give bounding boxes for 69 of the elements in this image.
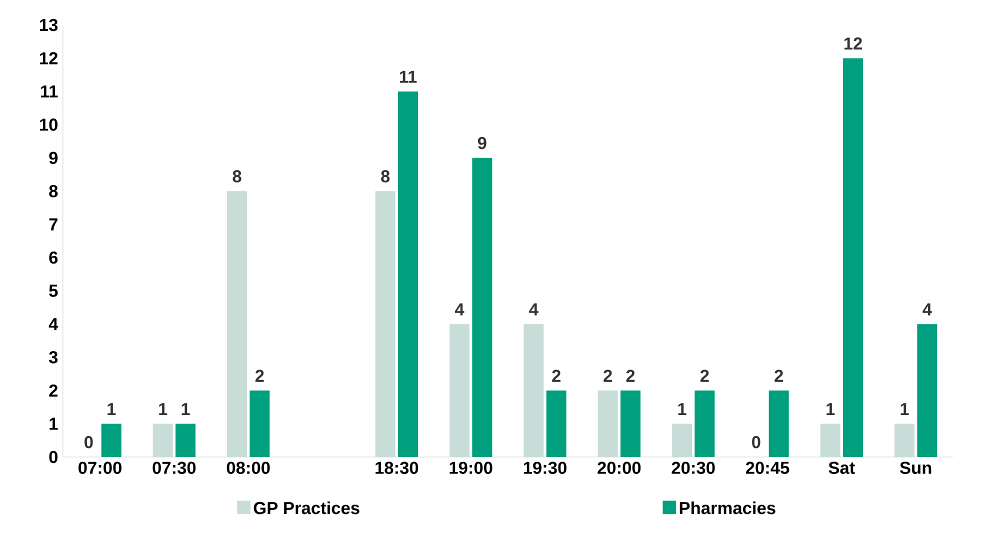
bar	[620, 390, 640, 457]
bar	[917, 324, 938, 457]
data-label: 4	[922, 303, 932, 316]
bar	[820, 424, 840, 457]
legend-label: GP Practices	[254, 501, 360, 514]
data-label: 8	[381, 170, 390, 182]
bar	[398, 91, 418, 457]
data-label: 4	[529, 303, 538, 316]
bar	[227, 191, 248, 457]
data-label: 2	[700, 370, 709, 382]
bar	[375, 191, 396, 457]
y-tick-label: 11	[40, 86, 58, 98]
y-tick-label: 1	[50, 418, 58, 430]
bar	[894, 424, 914, 457]
bar	[472, 158, 492, 457]
x-tick-label: 07:30	[152, 462, 196, 474]
y-tick-label: 5	[49, 284, 58, 297]
y-tick-label: 4	[48, 318, 58, 330]
x-tick-label: 20:00	[598, 462, 641, 474]
data-label: 2	[774, 370, 783, 382]
data-label: 4	[454, 303, 464, 316]
data-label: 0	[752, 436, 760, 448]
data-label: 1	[826, 403, 835, 416]
x-tick-label: 18:30	[376, 462, 418, 474]
data-label: 1	[900, 403, 909, 416]
bar	[768, 390, 789, 457]
bar	[672, 424, 692, 457]
y-tick-label: 7	[49, 218, 58, 230]
bar	[694, 390, 715, 457]
x-tick-label: 19:00	[450, 462, 492, 474]
x-tick-label: 20:45	[746, 462, 790, 474]
bar	[176, 424, 196, 457]
x-tick-label: 20:30	[672, 462, 715, 474]
y-tick-label: 13	[40, 18, 58, 32]
x-tick-label: Sat	[828, 462, 855, 474]
data-label: 2	[626, 370, 635, 382]
data-label: 2	[552, 370, 560, 382]
bar	[152, 424, 173, 457]
y-tick-label: 8	[49, 185, 58, 198]
data-label: 11	[400, 70, 417, 83]
data-label: 1	[678, 403, 686, 416]
y-tick-label: 12	[40, 52, 58, 64]
data-label: 12	[844, 37, 862, 50]
data-label: 1	[182, 403, 190, 416]
bar	[450, 324, 470, 457]
data-label: 1	[108, 403, 116, 416]
data-label: 0	[84, 436, 93, 448]
y-tick-label: 3	[48, 351, 58, 364]
x-tick-label: 19:30	[524, 462, 566, 474]
bar	[546, 390, 566, 457]
bar	[598, 390, 618, 457]
y-tick-label: 6	[49, 251, 58, 264]
data-label: 2	[255, 370, 264, 382]
x-tick-label: Sun	[900, 462, 932, 474]
x-tick-label: 08:00	[226, 462, 270, 474]
y-tick-label: 9	[49, 152, 58, 164]
bar	[842, 58, 863, 457]
data-label: 1	[159, 403, 168, 416]
data-label: 8	[232, 170, 242, 182]
y-tick-label: 0	[49, 450, 58, 464]
bar	[524, 324, 544, 457]
bar	[250, 390, 270, 457]
y-tick-label: 10	[40, 118, 58, 131]
y-tick-label: 2	[49, 384, 58, 397]
bar	[101, 424, 122, 457]
x-tick-label: 07:00	[78, 462, 122, 474]
data-label: 9	[478, 136, 486, 150]
legend-label: Pharmacies	[680, 501, 776, 514]
data-label: 2	[604, 370, 612, 382]
